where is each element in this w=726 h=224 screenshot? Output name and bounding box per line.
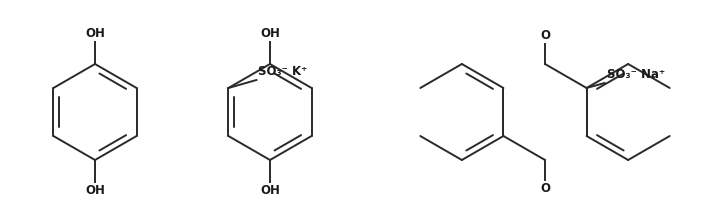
Text: O: O — [540, 29, 550, 42]
Text: OH: OH — [260, 27, 280, 40]
Text: OH: OH — [260, 184, 280, 197]
Text: SO₃⁻ Na⁺: SO₃⁻ Na⁺ — [606, 68, 665, 81]
Text: O: O — [540, 182, 550, 195]
Text: OH: OH — [85, 27, 105, 40]
Text: OH: OH — [85, 184, 105, 197]
Text: SO₃⁻ K⁺: SO₃⁻ K⁺ — [258, 65, 308, 78]
